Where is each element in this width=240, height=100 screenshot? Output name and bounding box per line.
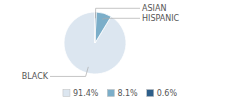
slice-label: ASIAN bbox=[142, 4, 166, 13]
leader-line bbox=[50, 67, 88, 77]
legend-label: 8.1% bbox=[117, 89, 138, 98]
legend-label: 91.4% bbox=[73, 89, 99, 98]
leader-line bbox=[95, 8, 140, 18]
slices bbox=[64, 12, 126, 74]
slice-label: HISPANIC bbox=[142, 14, 180, 23]
legend-item: 0.6% bbox=[147, 89, 178, 98]
slice-label: BLACK bbox=[22, 72, 49, 81]
leader-line bbox=[102, 18, 140, 20]
legend-item: 8.1% bbox=[107, 89, 138, 98]
legend-item: 91.4% bbox=[63, 89, 99, 98]
pie-slice bbox=[95, 12, 111, 43]
pie-slice bbox=[64, 12, 126, 74]
pie-chart: ASIANHISPANIC BLACK 91.4% 8.1% 0.6% bbox=[0, 0, 240, 100]
slice-labels: ASIANHISPANIC BLACK bbox=[22, 4, 180, 81]
chart-root: ASIANHISPANIC BLACK 91.4% 8.1% 0.6% bbox=[0, 0, 240, 100]
legend-label: 0.6% bbox=[157, 89, 178, 98]
legend-swatch bbox=[63, 90, 70, 97]
legend-swatch bbox=[107, 90, 114, 97]
legend-swatch bbox=[147, 90, 154, 97]
legend: 91.4% 8.1% 0.6% bbox=[63, 89, 177, 98]
